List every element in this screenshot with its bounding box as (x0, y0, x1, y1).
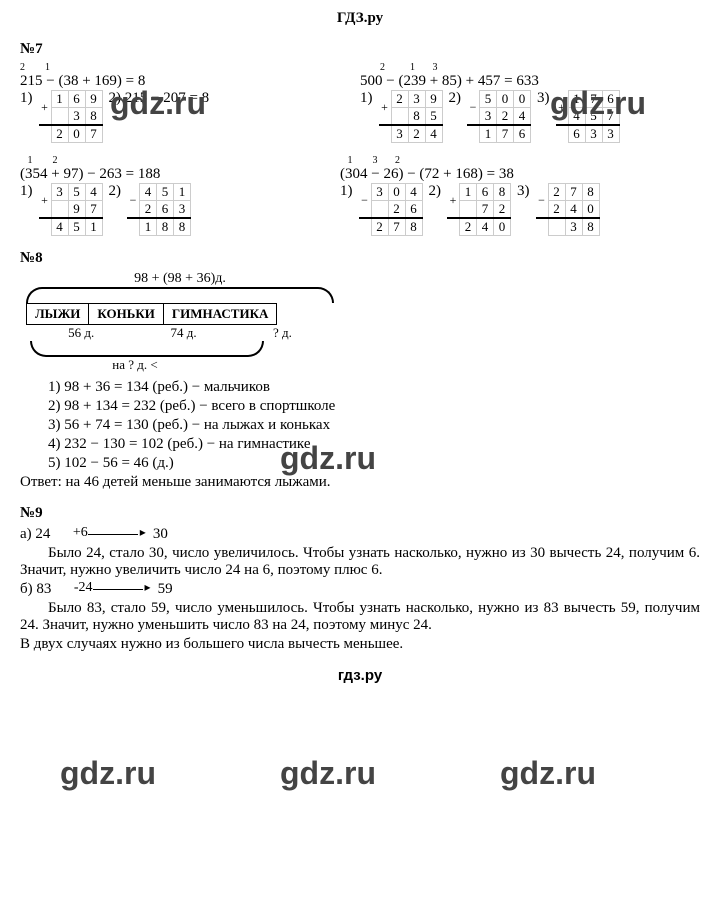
p3-order: 1 2 (20, 155, 310, 166)
p3-col2: −451 263 188 (127, 183, 191, 236)
n9-b-op: -24 (74, 580, 93, 595)
n8-segment-table: ЛЫЖИКОНЬКИГИМНАСТИКА (26, 303, 277, 325)
n9-b-text: Было 83, стало 59, число уменьшилось. Чт… (20, 600, 700, 634)
p4-eq: (304 − 26) − (72 + 168) = 38 (340, 166, 606, 183)
arrow-icon (88, 534, 138, 535)
p2-eq: 500 − (239 + 85) + 457 = 633 (360, 73, 626, 90)
p3-col1: +354 97 451 (39, 183, 103, 236)
p1-c1-label: 1) (20, 90, 33, 143)
n9-a-res: 30 (153, 526, 168, 542)
n8-below-1: 74 д. (171, 325, 197, 341)
p3-c2-label: 2) (109, 183, 122, 236)
n9-b-row: б) 83 -24 59 (20, 581, 700, 598)
n8-line-2: 2) 98 + 134 = 232 (реб.) − всего в спорт… (48, 398, 700, 415)
p2-c2-label: 2) (449, 90, 462, 143)
p4-col1: −304 26 278 (359, 183, 423, 236)
n8-line-5: 5) 102 − 56 = 46 (д.) (48, 455, 700, 472)
n8-bottom-label: на ? д. < (20, 357, 250, 373)
brace-bottom (30, 341, 264, 357)
section-8-title: №8 (20, 250, 700, 267)
watermark-4: gdz.ru (60, 755, 156, 792)
n9-b-label: б) 83 (20, 581, 51, 597)
n8-line-1: 1) 98 + 36 = 134 (реб.) − мальчиков (48, 379, 700, 396)
n9-a-label: а) 24 (20, 526, 50, 542)
p3-eq: (354 + 97) − 263 = 188 (20, 166, 310, 183)
p3-c1-label: 1) (20, 183, 33, 236)
p1-eq: 215 − (38 + 169) = 8 (20, 73, 330, 90)
n9-final: В двух случаях нужно из большего числа в… (20, 636, 700, 653)
watermark-5: gdz.ru (280, 755, 376, 792)
p2-col2: −500 324 176 (467, 90, 531, 143)
p1-col1: +169 38 207 (39, 90, 103, 143)
p4-c2-label: 2) (429, 183, 442, 236)
footer-watermark: гдз.ру (20, 667, 700, 684)
p4-c1-label: 1) (340, 183, 353, 236)
n9-a-row: а) 24 +6 30 (20, 526, 700, 543)
p4-order: 1 3 2 (340, 155, 606, 166)
p2-c1-label: 1) (360, 90, 373, 143)
n9-a-op: +6 (73, 525, 88, 540)
section-7-title: №7 (20, 41, 700, 58)
p4-col2: +168 72 240 (447, 183, 511, 236)
p2-col3: +176 457 633 (556, 90, 620, 143)
n8-below-0: 56 д. (68, 325, 94, 341)
n8-below-2: ? д. (273, 325, 292, 341)
brace-top (26, 287, 334, 303)
p2-col1: +239 85 324 (379, 90, 443, 143)
p2-c3-label: 3) (537, 90, 550, 143)
section-9-title: №9 (20, 505, 700, 522)
page-header: ГДЗ.ру (20, 10, 700, 27)
watermark-6: gdz.ru (500, 755, 596, 792)
n8-answer: Ответ: на 46 детей меньше занимаются лыж… (20, 474, 700, 491)
p2-order: 2 1 3 (360, 62, 626, 73)
n8-line-3: 3) 56 + 74 = 130 (реб.) − на лыжах и кон… (48, 417, 700, 434)
arrow-icon (93, 589, 143, 590)
p4-c3-label: 3) (517, 183, 530, 236)
p1-c2-label: 2) 215 − 207 = 8 (109, 90, 210, 143)
n8-line-4: 4) 232 − 130 = 102 (реб.) − на гимнастик… (48, 436, 700, 453)
n9-b-res: 59 (158, 581, 173, 597)
p1-order: 2 1 (20, 62, 330, 73)
n8-top-label: 98 + (98 + 36)д. (20, 271, 340, 287)
p4-col3: −278 240 38 (536, 183, 600, 236)
n9-a-text: Было 24, стало 30, число увеличилось. Чт… (20, 545, 700, 579)
